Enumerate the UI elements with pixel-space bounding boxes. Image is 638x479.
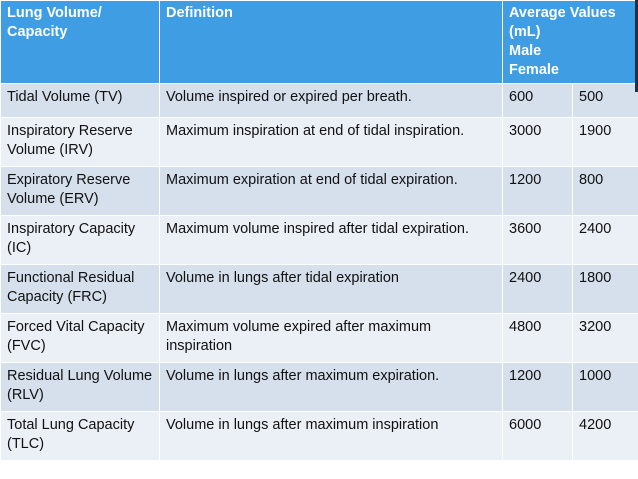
row-male-value: 3600: [502, 215, 573, 265]
lung-volume-table: Lung Volume/ Capacity Definition Average…: [0, 0, 638, 461]
row-name: Inspiratory Capacity (IC): [0, 215, 160, 265]
row-definition: Maximum inspiration at end of tidal insp…: [159, 117, 503, 167]
row-definition: Volume in lungs after maximum expiration…: [159, 362, 503, 412]
row-name: Functional Residual Capacity (FRC): [0, 264, 160, 314]
slide-edge-divider: [635, 0, 638, 92]
row-definition: Volume in lungs after tidal expiration: [159, 264, 503, 314]
row-male-value: 600: [502, 83, 573, 118]
row-female-value: 800: [571, 166, 638, 216]
table-row: Inspiratory Reserve Volume (IRV) Maximum…: [0, 117, 638, 167]
header-lung-volume-line1: Lung Volume/: [7, 5, 102, 21]
header-average-values-line4: Female: [509, 62, 559, 78]
row-male-value: 1200: [502, 166, 573, 216]
row-female-value: 500: [571, 83, 638, 118]
row-definition: Volume in lungs after maximum inspiratio…: [159, 411, 503, 461]
table-row: Functional Residual Capacity (FRC) Volum…: [0, 264, 638, 314]
row-definition: Maximum volume expired after maximum ins…: [159, 313, 503, 363]
row-male-value: 6000: [502, 411, 573, 461]
header-lung-volume-line2: Capacity: [7, 24, 68, 40]
header-average-values-line3: Male: [509, 43, 542, 59]
header-average-values-line2: (mL): [509, 24, 541, 40]
row-female-value: 4200: [571, 411, 638, 461]
row-definition: Maximum volume inspired after tidal expi…: [159, 215, 503, 265]
row-female-value: 2400: [571, 215, 638, 265]
row-female-value: 1800: [571, 264, 638, 314]
row-female-value: 3200: [571, 313, 638, 363]
header-lung-volume: Lung Volume/ Capacity: [0, 0, 160, 84]
row-definition: Maximum expiration at end of tidal expir…: [159, 166, 503, 216]
row-female-value: 1900: [571, 117, 638, 167]
row-name: Inspiratory Reserve Volume (IRV): [0, 117, 160, 167]
table-row: Residual Lung Volume (RLV) Volume in lun…: [0, 362, 638, 412]
row-male-value: 2400: [502, 264, 573, 314]
row-definition: Volume inspired or expired per breath.: [159, 83, 503, 118]
row-name: Expiratory Reserve Volume (ERV): [0, 166, 160, 216]
table-row: Tidal Volume (TV) Volume inspired or exp…: [0, 83, 638, 118]
row-male-value: 1200: [502, 362, 573, 412]
table-row: Expiratory Reserve Volume (ERV) Maximum …: [0, 166, 638, 216]
row-name: Tidal Volume (TV): [0, 83, 160, 118]
header-definition: Definition: [159, 0, 503, 84]
table-row: Total Lung Capacity (TLC) Volume in lung…: [0, 411, 638, 461]
row-name: Residual Lung Volume (RLV): [0, 362, 160, 412]
row-male-value: 4800: [502, 313, 573, 363]
header-average-values: Average Values (mL) Male Female: [501, 0, 638, 84]
row-name: Total Lung Capacity (TLC): [0, 411, 160, 461]
row-name: Forced Vital Capacity (FVC): [0, 313, 160, 363]
table-row: Inspiratory Capacity (IC) Maximum volume…: [0, 215, 638, 265]
header-average-values-line1: Average Values: [509, 5, 616, 21]
row-female-value: 1000: [571, 362, 638, 412]
header-row: Lung Volume/ Capacity Definition Average…: [0, 0, 638, 84]
row-male-value: 3000: [502, 117, 573, 167]
table-row: Forced Vital Capacity (FVC) Maximum volu…: [0, 313, 638, 363]
